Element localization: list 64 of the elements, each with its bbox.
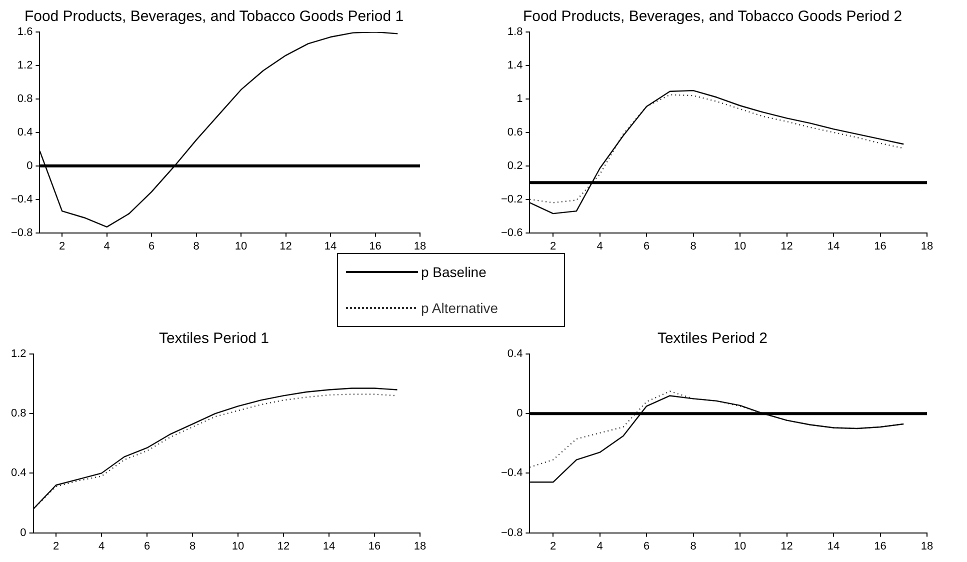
x-tick-label: 14 xyxy=(324,240,337,252)
x-tick-label: 6 xyxy=(148,240,155,252)
y-tick-label: −0.4 xyxy=(10,193,33,206)
y-tick-label: 0.6 xyxy=(507,126,523,138)
chart-title: Textiles Period 2 xyxy=(657,330,768,348)
y-tick-label: 0 xyxy=(26,160,33,172)
y-tick-label: −0.4 xyxy=(500,467,523,480)
y-tick-label: 0.4 xyxy=(10,467,26,480)
x-tick-label: 10 xyxy=(234,240,248,252)
x-tick-label: 12 xyxy=(280,240,292,252)
x-tick-label: 14 xyxy=(827,240,840,252)
x-tick-label: 6 xyxy=(644,240,650,252)
x-tick-label: 12 xyxy=(780,240,793,252)
x-tick-label: 16 xyxy=(874,240,886,252)
x-tick-label: 12 xyxy=(277,540,290,552)
y-tick-label: 0.4 xyxy=(507,348,523,360)
x-tick-label: 6 xyxy=(144,540,150,552)
x-tick-label: 18 xyxy=(920,240,934,252)
x-tick-label: 2 xyxy=(52,540,60,552)
x-tick-label: 14 xyxy=(827,540,840,552)
x-tick-label: 10 xyxy=(734,240,746,252)
x-tick-label: 4 xyxy=(596,540,603,552)
x-tick-label: 12 xyxy=(780,540,793,552)
y-tick-label: 1.8 xyxy=(507,26,523,38)
x-tick-label: 2 xyxy=(550,240,556,252)
x-tick-label: 16 xyxy=(369,240,382,252)
y-tick-label: 0 xyxy=(20,526,26,539)
x-tick-label: 16 xyxy=(368,540,381,552)
x-tick-label: 14 xyxy=(322,540,336,552)
y-tick-label: −0.8 xyxy=(10,226,33,239)
y-tick-label: 0.2 xyxy=(507,160,523,172)
x-tick-label: 18 xyxy=(414,240,426,252)
y-tick-label: 1.2 xyxy=(17,60,33,72)
x-tick-label: 18 xyxy=(414,540,426,552)
y-tick-label: 1.2 xyxy=(10,348,26,360)
x-tick-label: 8 xyxy=(189,540,196,552)
x-tick-label: 2 xyxy=(59,240,66,252)
y-tick-label: 1.6 xyxy=(17,26,33,38)
x-tick-label: 8 xyxy=(690,540,696,552)
chart-title: Textiles Period 1 xyxy=(158,330,270,348)
x-tick-label: 16 xyxy=(874,540,886,552)
text: p Baseline xyxy=(421,264,486,280)
x-tick-label: 4 xyxy=(596,240,603,252)
y-tick-label: −0.6 xyxy=(500,226,523,239)
x-tick-label: 10 xyxy=(232,540,244,552)
chart-title: Food Products, Beverages, and Tobacco Goods Period 2 xyxy=(522,8,902,26)
y-tick-label: 0 xyxy=(516,408,523,420)
y-tick-label: 1.4 xyxy=(507,60,523,72)
x-tick-label: 4 xyxy=(98,540,105,552)
chart-title: Food Products, Beverages, and Tobacco Goods Period 1 xyxy=(24,8,404,26)
y-tick-label: 1 xyxy=(516,92,523,105)
y-tick-label: −0.2 xyxy=(500,193,523,206)
x-tick-label: 8 xyxy=(690,240,696,252)
x-tick-label: 18 xyxy=(920,540,934,552)
x-tick-label: 10 xyxy=(734,540,746,552)
x-tick-label: 2 xyxy=(550,540,556,552)
text: p Alternative xyxy=(421,300,498,316)
x-tick-label: 6 xyxy=(644,540,650,552)
y-tick-label: −0.8 xyxy=(500,526,523,539)
x-tick-label: 4 xyxy=(104,240,110,252)
y-tick-label: 0.8 xyxy=(17,92,33,105)
y-tick-label: 0.8 xyxy=(10,408,26,420)
x-tick-label: 8 xyxy=(193,240,200,252)
y-tick-label: 0.4 xyxy=(17,126,33,138)
